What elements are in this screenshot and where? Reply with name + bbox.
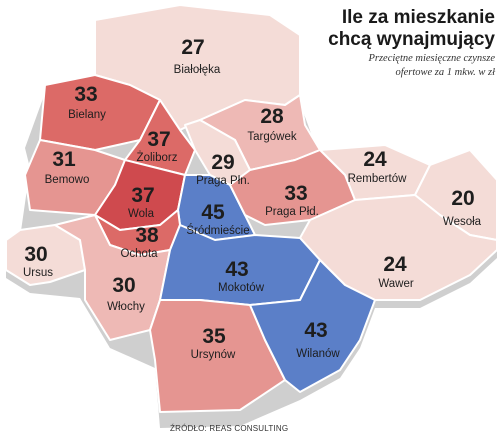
value-bielany: 33 <box>74 83 97 106</box>
name-targowek: Targówek <box>247 131 296 143</box>
name-rembertow: Rembertów <box>348 173 407 185</box>
name-bialoleka: Białołęka <box>174 64 221 76</box>
name-zoliborz: Żoliborz <box>137 151 178 164</box>
value-wesola: 20 <box>451 187 474 210</box>
name-ochota: Ochota <box>120 248 158 260</box>
subtitle-line-1: Przeciętne miesięczne czynsze <box>368 53 495 64</box>
name-praga-pln: Praga Płn. <box>196 175 250 187</box>
name-mokotow: Mokotów <box>218 282 265 294</box>
value-wlochy: 30 <box>112 274 135 297</box>
value-bemowo: 31 <box>52 148 76 171</box>
value-rembertow: 24 <box>363 148 387 171</box>
name-ursus: Ursus <box>23 267 53 279</box>
name-praga-pld: Praga Płd. <box>265 206 319 218</box>
value-praga-pln: 29 <box>211 151 234 174</box>
name-ursynow: Ursynów <box>191 349 236 361</box>
district-labels: 27 Białołęka 33 Bielany 37 Żoliborz 28 T… <box>23 36 482 361</box>
name-bemowo: Bemowo <box>45 174 90 186</box>
name-wola: Wola <box>128 208 155 220</box>
district-ursynow[interactable] <box>149 299 286 413</box>
page-title: Ile za mieszkanie chcą wynajmujący <box>317 7 495 51</box>
title-line-2: chcą wynajmujący <box>328 29 495 50</box>
value-ochota: 38 <box>135 224 159 247</box>
value-bialoleka: 27 <box>181 36 204 59</box>
value-targowek: 28 <box>260 105 284 128</box>
subtitle-line-2: ofertowe za 1 mkw. w zł <box>395 67 495 78</box>
name-wawer: Wawer <box>378 278 414 290</box>
value-praga-pld: 33 <box>284 182 307 205</box>
name-srodmiescie: Śródmieście <box>186 224 249 237</box>
value-ursynow: 35 <box>202 325 226 348</box>
name-bielany: Bielany <box>68 109 106 121</box>
value-ursus: 30 <box>24 243 47 266</box>
title-line-1: Ile za mieszkanie <box>341 7 495 28</box>
value-wawer: 24 <box>383 253 407 276</box>
district-wilanow[interactable] <box>249 259 376 393</box>
name-wlochy: Włochy <box>107 301 145 313</box>
district-shapes <box>5 4 498 413</box>
value-mokotow: 43 <box>225 258 248 281</box>
name-wilanow: Wilanów <box>296 348 340 360</box>
page-subtitle: Przeciętne miesięczne czynsze ofertowe z… <box>312 52 495 80</box>
source-note: ŹRÓDŁO: REAS CONSULTING <box>170 424 289 433</box>
name-wesola: Wesoła <box>443 216 482 228</box>
value-zoliborz: 37 <box>147 128 170 151</box>
value-srodmiescie: 45 <box>201 201 225 224</box>
value-wilanow: 43 <box>304 319 327 342</box>
value-wola: 37 <box>131 184 154 207</box>
